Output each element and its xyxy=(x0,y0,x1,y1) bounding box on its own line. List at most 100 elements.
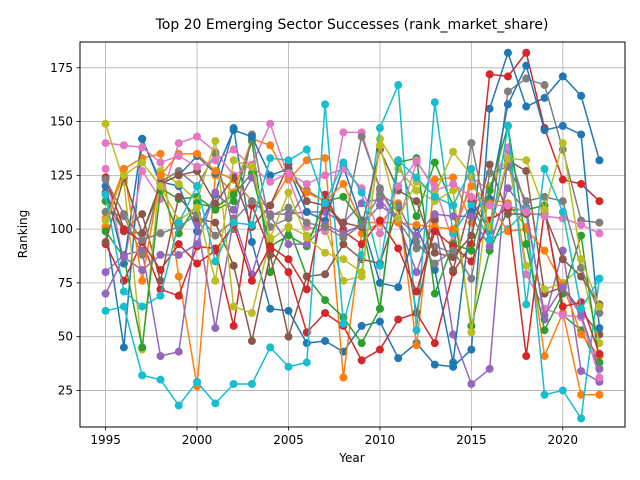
point-0-23 xyxy=(522,102,531,111)
point-8-4 xyxy=(174,179,183,188)
point-1-4 xyxy=(174,272,183,281)
point-7-15 xyxy=(375,184,384,193)
point-16-5 xyxy=(193,162,202,171)
point-18-16 xyxy=(394,214,403,223)
point-6-4 xyxy=(174,139,183,148)
point-3-25 xyxy=(558,175,567,184)
point-17-6 xyxy=(211,231,220,240)
point-16-6 xyxy=(211,156,220,165)
point-19-13 xyxy=(339,158,348,167)
point-13-1 xyxy=(119,225,128,234)
point-8-0 xyxy=(101,119,110,128)
point-1-12 xyxy=(321,154,330,163)
y-tick-label-5: 150 xyxy=(50,115,73,129)
point-3-4 xyxy=(174,291,183,300)
point-12-18 xyxy=(430,289,439,298)
point-14-10 xyxy=(284,240,293,249)
point-9-12 xyxy=(321,100,330,109)
point-1-24 xyxy=(540,352,549,361)
point-13-15 xyxy=(375,216,384,225)
point-6-2 xyxy=(138,167,147,176)
point-10-18 xyxy=(430,265,439,274)
point-14-4 xyxy=(174,250,183,259)
point-16-16 xyxy=(394,182,403,191)
point-17-11 xyxy=(302,218,311,227)
point-18-5 xyxy=(193,203,202,212)
point-13-10 xyxy=(284,255,293,264)
point-6-25 xyxy=(558,311,567,320)
point-9-9 xyxy=(266,343,275,352)
point-17-20 xyxy=(467,274,476,283)
point-5-13 xyxy=(339,240,348,249)
point-3-7 xyxy=(229,321,238,330)
point-6-27 xyxy=(595,373,604,382)
point-9-0 xyxy=(101,306,110,315)
series-line-14 xyxy=(104,176,601,370)
point-8-17 xyxy=(412,186,421,195)
point-9-2 xyxy=(138,371,147,380)
point-18-2 xyxy=(138,158,147,167)
point-10-9 xyxy=(266,171,275,180)
point-14-11 xyxy=(302,240,311,249)
point-18-6 xyxy=(211,276,220,285)
series-17 xyxy=(101,162,604,318)
point-3-23 xyxy=(522,48,531,57)
point-8-24 xyxy=(540,285,549,294)
point-19-17 xyxy=(412,173,421,182)
point-13-8 xyxy=(247,276,256,285)
point-15-22 xyxy=(503,210,512,219)
point-11-24 xyxy=(540,246,549,255)
point-19-14 xyxy=(357,188,366,197)
point-15-11 xyxy=(302,197,311,206)
point-9-3 xyxy=(156,375,165,384)
point-3-16 xyxy=(394,315,403,324)
point-7-23 xyxy=(522,74,531,83)
point-0-20 xyxy=(467,345,476,354)
y-tick-label-1: 50 xyxy=(58,330,73,344)
point-10-25 xyxy=(558,121,567,130)
point-19-21 xyxy=(485,235,494,244)
point-10-11 xyxy=(302,207,311,216)
x-axis-label: Year xyxy=(338,451,364,465)
point-3-15 xyxy=(375,345,384,354)
point-13-23 xyxy=(522,352,531,361)
point-18-3 xyxy=(156,182,165,191)
point-3-21 xyxy=(485,70,494,79)
point-11-5 xyxy=(193,149,202,158)
point-9-13 xyxy=(339,319,348,328)
point-16-17 xyxy=(412,156,421,165)
point-14-24 xyxy=(540,311,549,320)
series-line-17 xyxy=(104,166,601,314)
point-0-12 xyxy=(321,336,330,345)
point-14-22 xyxy=(503,184,512,193)
point-17-9 xyxy=(266,212,275,221)
point-0-15 xyxy=(375,317,384,326)
point-15-18 xyxy=(430,248,439,257)
point-12-26 xyxy=(577,231,586,240)
point-17-13 xyxy=(339,233,348,242)
point-16-21 xyxy=(485,201,494,210)
point-1-13 xyxy=(339,373,348,382)
point-6-9 xyxy=(266,119,275,128)
x-tick-label-5: 2020 xyxy=(548,433,579,447)
point-1-18 xyxy=(430,175,439,184)
point-16-15 xyxy=(375,229,384,238)
point-8-10 xyxy=(284,222,293,231)
point-3-10 xyxy=(284,268,293,277)
point-4-3 xyxy=(156,352,165,361)
y-tick-label-3: 100 xyxy=(50,222,73,236)
point-0-14 xyxy=(357,321,366,330)
point-12-24 xyxy=(540,326,549,335)
point-19-0 xyxy=(101,190,110,199)
point-4-21 xyxy=(485,364,494,373)
point-14-1 xyxy=(119,253,128,262)
point-15-17 xyxy=(412,197,421,206)
point-4-26 xyxy=(577,367,586,376)
point-16-1 xyxy=(119,141,128,150)
point-18-7 xyxy=(229,156,238,165)
point-18-11 xyxy=(302,233,311,242)
point-11-11 xyxy=(302,188,311,197)
point-11-19 xyxy=(449,225,458,234)
point-9-4 xyxy=(174,401,183,410)
point-15-6 xyxy=(211,199,220,208)
